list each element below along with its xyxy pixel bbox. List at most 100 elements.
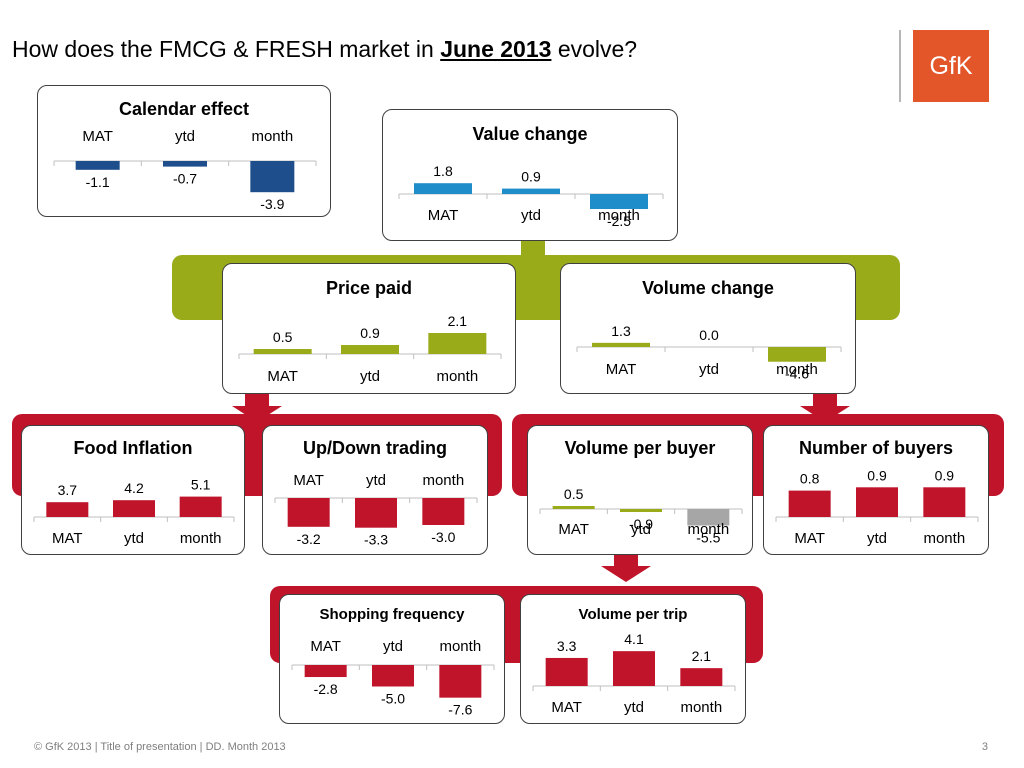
shopfreq-value-label: -7.6 [448, 702, 472, 718]
up-down-trading-title: Up/Down trading [303, 438, 447, 458]
updown-bar-ytd [355, 498, 397, 528]
vpb-bar-month [687, 509, 730, 526]
vpb-bar-ytd [620, 509, 662, 512]
volume-per-buyer-panel: Volume per buyer 0.5 MAT -0.9 ytd -5.5 month [527, 425, 753, 555]
logo-divider [899, 30, 901, 102]
volume-per-buyer-title: Volume per buyer [564, 438, 716, 458]
price-paid-chart: 0.5 MAT 0.9 ytd 2.1 month [238, 313, 502, 385]
updown-value-label: -3.2 [297, 531, 321, 547]
food-category-label: month [180, 530, 222, 547]
shopfreq-category-label: month [439, 638, 481, 655]
updown-bar-month [422, 498, 465, 525]
vpt-bar-mat [545, 657, 588, 686]
value-category-label: MAT [428, 207, 459, 224]
vpb-bar-mat [552, 506, 595, 509]
page-number: 3 [981, 741, 988, 753]
volume-bar-mat [592, 342, 650, 347]
red-arrow-left-head [232, 406, 282, 422]
number-of-buyers-title: Number of buyers [798, 438, 954, 458]
red-arrow-right-head [800, 406, 850, 422]
value-category-label: ytd [521, 207, 541, 224]
red-arrow-bottom-stem [614, 554, 638, 566]
shopping-frequency-chart: -2.8 MAT -5.0 ytd -7.6 month [291, 638, 495, 718]
calendar-category-label: MAT [82, 128, 113, 145]
number-of-buyers-panel: Number of buyers 0.8 MAT 0.9 ytd 0.9 month [763, 425, 989, 555]
buyers-category-label: ytd [867, 530, 887, 547]
red-arrow-right-stem [813, 394, 837, 406]
value-value-label: -2.5 [607, 213, 631, 229]
value-value-label: 1.8 [433, 163, 453, 179]
calendar-effect-chart: -1.1 MAT -0.7 ytd -3.9 month [53, 128, 317, 212]
updown-category-label: ytd [366, 472, 386, 489]
calendar-effect-panel: Calendar effect -1.1 MAT -0.7 ytd -3.9 month [37, 85, 331, 217]
vpt-bar-month [680, 668, 723, 686]
vpt-category-label: month [680, 699, 722, 716]
shopping-frequency-panel: Shopping frequency -2.8 MAT -5.0 ytd -7.6 mon… [279, 594, 505, 724]
shopfreq-value-label: -5.0 [381, 691, 405, 707]
buyers-bar-mat [788, 490, 831, 517]
food-bar-mat [46, 502, 89, 517]
price-bar-ytd [341, 345, 399, 354]
shopfreq-category-label: MAT [310, 638, 341, 655]
price-value-label: 0.9 [360, 325, 380, 341]
vpb-value-label: -5.5 [696, 530, 720, 546]
price-category-label: MAT [267, 368, 298, 385]
calendar-effect-title: Calendar effect [118, 99, 250, 119]
value-change-panel: Value change 1.8 MAT 0.9 ytd -2.5 month [382, 109, 678, 241]
vpt-value-label: 4.1 [624, 631, 644, 647]
up-down-trading-panel: Up/Down trading -3.2 MAT -3.3 ytd -3.0 month [262, 425, 488, 555]
food-inflation-panel: Food Inflation 3.7 MAT 4.2 ytd 5.1 month [21, 425, 245, 555]
volume-bar-month [768, 347, 826, 362]
olive-arrow-stem [521, 241, 545, 257]
vpb-category-label: MAT [558, 521, 589, 538]
shopfreq-bar-mat [304, 665, 347, 678]
shopping-frequency-title: Shopping frequency [319, 606, 465, 623]
buyers-category-label: MAT [794, 530, 825, 547]
price-paid-panel: Price paid 0.5 MAT 0.9 ytd 2.1 month [222, 263, 516, 394]
calendar-bar-mat [75, 161, 120, 170]
title-period: June 2013 [440, 36, 552, 62]
vpb-value-label: 0.5 [564, 486, 584, 502]
price-value-label: 0.5 [273, 329, 293, 345]
footer-text: © GfK 2013 | Title of presentation | DD.… [34, 741, 286, 753]
calendar-category-label: ytd [175, 128, 195, 145]
buyers-category-label: month [923, 530, 965, 547]
volume-category-label: MAT [606, 361, 637, 378]
calendar-value-label: -0.7 [173, 171, 197, 187]
updown-category-label: month [422, 472, 464, 489]
volume-per-trip-chart: 3.3 MAT 4.1 ytd 2.1 month [532, 631, 736, 716]
volume-change-panel: Volume change 1.3 MAT 0.0 ytd -4.6 month [560, 263, 856, 394]
food-value-label: 4.2 [124, 480, 144, 496]
vpt-category-label: MAT [551, 699, 582, 716]
food-bar-ytd [113, 500, 155, 517]
buyers-value-label: 0.9 [867, 467, 887, 483]
value-value-label: 0.9 [521, 169, 541, 185]
value-bar-month [590, 194, 648, 209]
gfk-logo: GfK [913, 30, 989, 102]
logo-text: GfK [929, 51, 973, 80]
volume-value-label: -4.6 [785, 366, 809, 382]
updown-value-label: -3.3 [364, 532, 388, 548]
food-category-label: MAT [52, 530, 83, 547]
vpt-category-label: ytd [624, 699, 644, 716]
buyers-bar-ytd [856, 487, 898, 517]
value-change-title: Value change [472, 124, 588, 144]
calendar-value-label: -3.9 [260, 196, 284, 212]
vpb-category-label: ytd [631, 521, 651, 538]
calendar-bar-ytd [163, 161, 207, 167]
vpt-value-label: 2.1 [692, 648, 712, 664]
food-inflation-title: Food Inflation [73, 438, 193, 458]
price-paid-title: Price paid [325, 278, 413, 298]
shopfreq-bar-month [439, 665, 482, 698]
shopfreq-value-label: -2.8 [314, 681, 338, 697]
vpt-value-label: 3.3 [557, 638, 577, 654]
volume-per-trip-title: Volume per trip [578, 606, 688, 623]
buyers-bar-month [923, 487, 966, 517]
food-bar-month [179, 496, 222, 517]
value-bar-ytd [502, 188, 560, 194]
food-category-label: ytd [124, 530, 144, 547]
vpb-category-label: month [687, 521, 729, 538]
volume-category-label: month [776, 361, 818, 378]
